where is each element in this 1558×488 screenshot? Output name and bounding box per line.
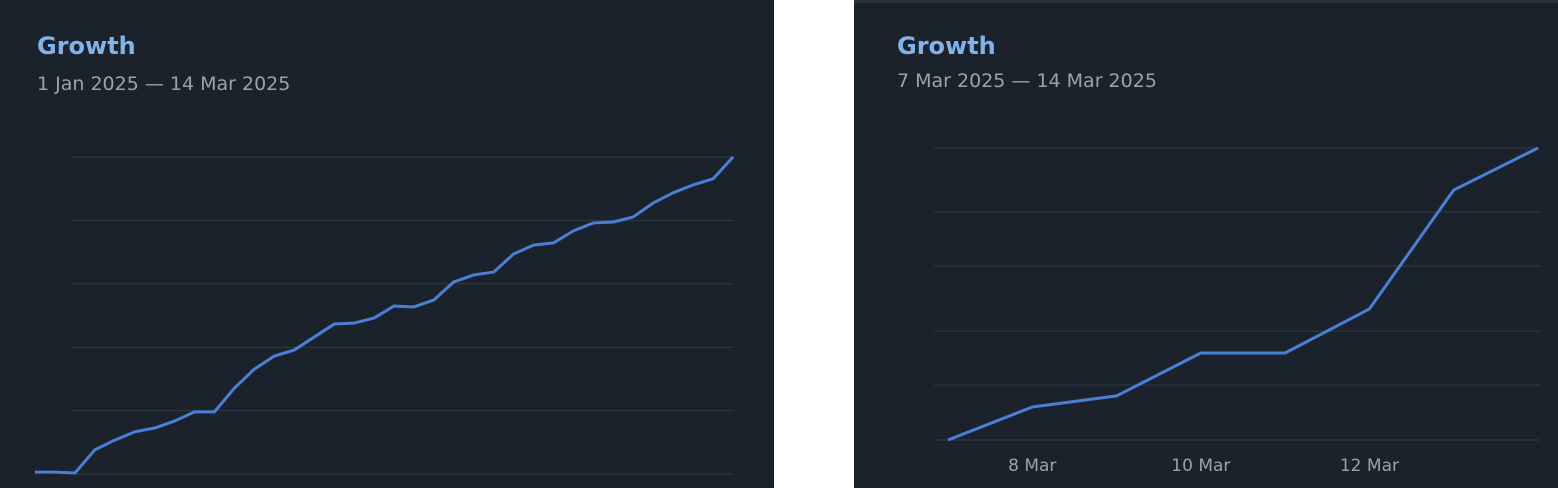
x-tick-label: 8 Mar <box>1008 456 1056 476</box>
line-series <box>947 146 1539 442</box>
chart-title: Growth <box>37 32 136 60</box>
chart-subtitle: 7 Mar 2025 — 14 Mar 2025 <box>897 70 1157 92</box>
panel-border <box>854 0 1558 3</box>
panel <box>0 0 774 488</box>
panel <box>854 0 1558 488</box>
chart-subtitle: 1 Jan 2025 — 14 Mar 2025 <box>37 73 290 95</box>
line-series <box>35 155 735 475</box>
x-tick-label: 12 Mar <box>1340 456 1399 476</box>
chart-title: Growth <box>897 32 996 60</box>
x-tick-label: 10 Mar <box>1171 456 1230 476</box>
